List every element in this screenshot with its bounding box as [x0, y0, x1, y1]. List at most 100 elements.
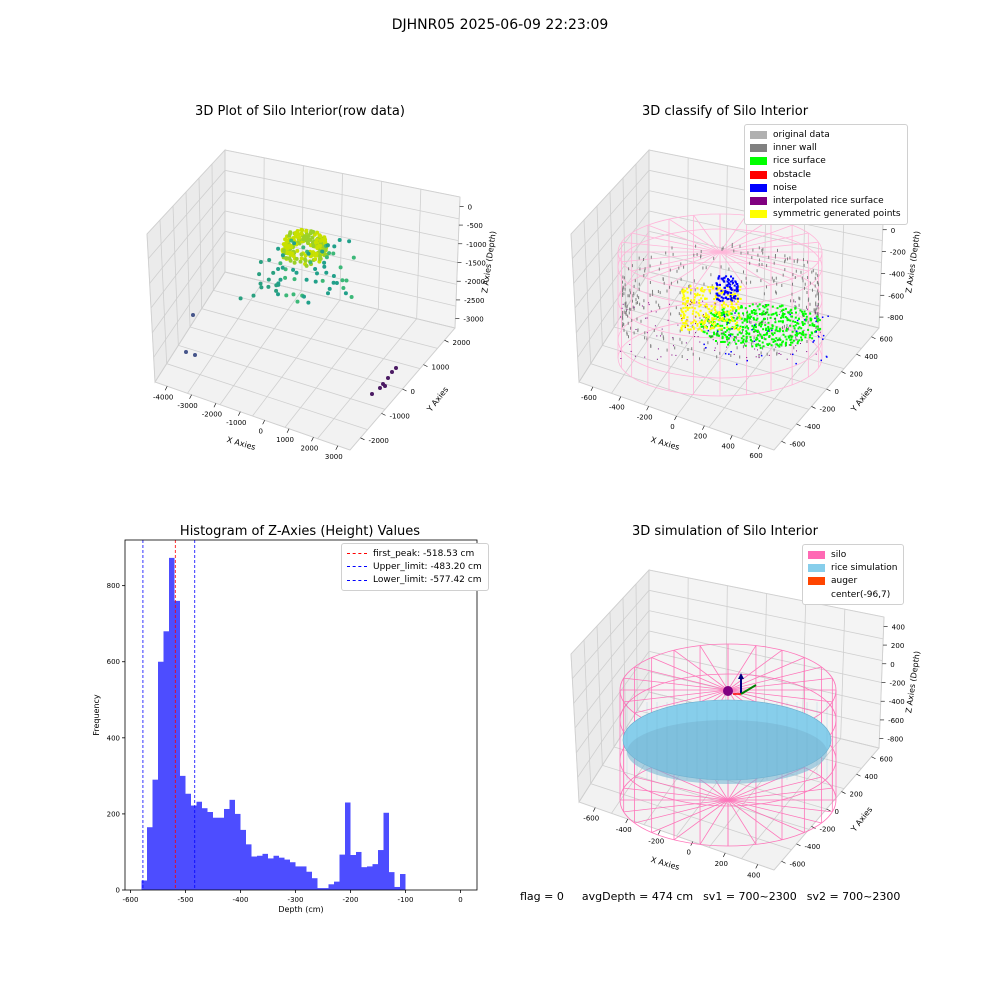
histogram-bar	[284, 859, 290, 890]
y-tick-label: -400	[805, 423, 821, 431]
legend-swatch	[750, 170, 767, 179]
x-tick-label: -400	[233, 896, 249, 904]
histogram-bar	[180, 775, 186, 890]
x-tick-label: -200	[648, 837, 664, 845]
y-tick-label: -600	[790, 440, 806, 448]
x-tick-label: 400	[722, 442, 735, 450]
x-tick-label: 600	[749, 452, 762, 460]
legend-swatch	[808, 577, 825, 586]
x-tick-label: 3000	[325, 453, 343, 461]
legend-label: symmetric generated points	[773, 209, 901, 220]
y-tick-label: 800	[107, 582, 120, 590]
legend-label: obstacle	[773, 169, 811, 180]
legend-label: center(-96,7)	[831, 589, 891, 600]
histogram-bar	[152, 779, 158, 890]
histogram-bar	[279, 857, 285, 890]
x-tick-label: 200	[694, 433, 707, 441]
histogram-bar	[323, 888, 329, 890]
legend-label: Upper_limit: -483.20 cm	[373, 561, 482, 572]
histogram-bar	[372, 864, 378, 890]
histogram-bar	[246, 844, 252, 890]
raw-plot-title: 3D Plot of Silo Interior(row data)	[195, 104, 405, 119]
depth-histogram: -600 -500 -400 -300 -200 -100 0 0 200 400 600 800 De…	[92, 539, 478, 914]
histogram-bar	[207, 812, 213, 890]
x-tick-label: -300	[288, 896, 304, 904]
z-tick-label: 0	[891, 227, 895, 235]
legend-label: Lower_limit: -577.42 cm	[373, 575, 482, 586]
legend-swatch	[808, 591, 825, 599]
x-tick-label: -600	[583, 815, 599, 823]
legend-entry: Upper_limit: -483.20 cm	[347, 560, 482, 573]
y-tick-label: 400	[107, 734, 120, 742]
histogram-bar	[290, 862, 296, 890]
x-tick-label: 0	[458, 896, 462, 904]
histogram-bar	[367, 866, 373, 890]
status-footer: flag = 0 avgDepth = 474 cm sv1 = 700~2300 s…	[520, 890, 910, 903]
legend-label: rice simulation	[831, 562, 898, 573]
histogram-bar	[262, 853, 268, 890]
y-tick-label: 600	[880, 756, 893, 764]
legend-entry: original data	[750, 128, 901, 141]
legend-swatch	[750, 183, 767, 192]
histogram-bar	[306, 871, 312, 890]
z-tick-label: -2000	[465, 278, 485, 286]
x-tick-label: -200	[343, 896, 359, 904]
z-tick-label: -1500	[466, 260, 486, 268]
y-tick-label: 2000	[453, 339, 471, 347]
y-axis-label: Y Axies	[849, 805, 875, 834]
simulation-plot-title: 3D simulation of Silo Interior	[632, 524, 818, 539]
x-axis-label: X Axies	[226, 435, 257, 452]
z-tick-label: -200	[890, 680, 906, 688]
y-tick-label: 0	[835, 388, 839, 396]
x-axis-label: Depth (cm)	[278, 905, 323, 914]
legend-entry: obstacle	[750, 168, 901, 181]
z-tick-label: -800	[887, 736, 903, 744]
histogram-bar	[378, 850, 384, 890]
z-tick-label: 200	[891, 642, 904, 650]
y-tick-label: -1000	[390, 412, 410, 420]
x-tick-label: 0	[258, 427, 262, 435]
histogram-bar	[163, 631, 169, 890]
classify-legend: original data inner wall rice surface obsta…	[744, 124, 908, 226]
legend-line	[347, 553, 367, 555]
x-tick-label: -500	[178, 896, 194, 904]
histogram-bar	[273, 855, 279, 890]
y-tick-label: 0	[116, 887, 120, 895]
histogram-bar	[295, 866, 301, 890]
histogram-bar	[317, 888, 323, 890]
histogram-bar	[158, 661, 164, 890]
x-tick-label: -600	[581, 394, 597, 402]
interpolated-points	[620, 300, 821, 361]
y-tick-label: 200	[107, 810, 120, 818]
histogram-bar	[356, 851, 362, 890]
histogram-bar	[345, 802, 351, 890]
y-tick-label: 0	[835, 808, 839, 816]
sv1-text: sv1 = 700~2300	[703, 890, 797, 903]
histogram-legend: first_peak: -518.53 cm Upper_limit: -483.…	[341, 543, 489, 591]
legend-label: interpolated rice surface	[773, 196, 884, 207]
raw-data-3d-plot: -4000 -3000 -2000 -1000 0 1000 2000 3000 -2000 -1…	[146, 148, 498, 461]
silo-wireframe	[617, 213, 823, 397]
histogram-bar	[339, 854, 345, 890]
x-tick-label: -100	[398, 896, 414, 904]
legend-label: silo	[831, 549, 847, 560]
legend-swatch	[750, 210, 767, 219]
legend-entry: rice simulation	[808, 561, 897, 574]
x-tick-label: 0	[687, 849, 691, 857]
histogram-bar	[174, 600, 180, 890]
x-tick-label: -1000	[226, 419, 246, 427]
legend-entry: inner wall	[750, 141, 901, 154]
z-tick-label: -400	[889, 270, 905, 278]
histogram-bar	[229, 799, 235, 890]
y-axis-label: Y Axies	[425, 385, 451, 414]
x-tick-label: -4000	[153, 393, 173, 401]
z-tick-label: -400	[889, 698, 905, 706]
histogram-title: Histogram of Z-Axies (Height) Values	[179, 524, 421, 539]
histogram-bar	[350, 855, 356, 890]
histogram-bar	[312, 878, 318, 890]
legend-label: auger	[831, 576, 858, 587]
histogram-bar	[389, 872, 395, 890]
x-tick-label: -200	[637, 413, 653, 421]
classify-plot-title: 3D classify of Silo Interior	[641, 104, 809, 119]
histogram-bar	[251, 856, 257, 890]
